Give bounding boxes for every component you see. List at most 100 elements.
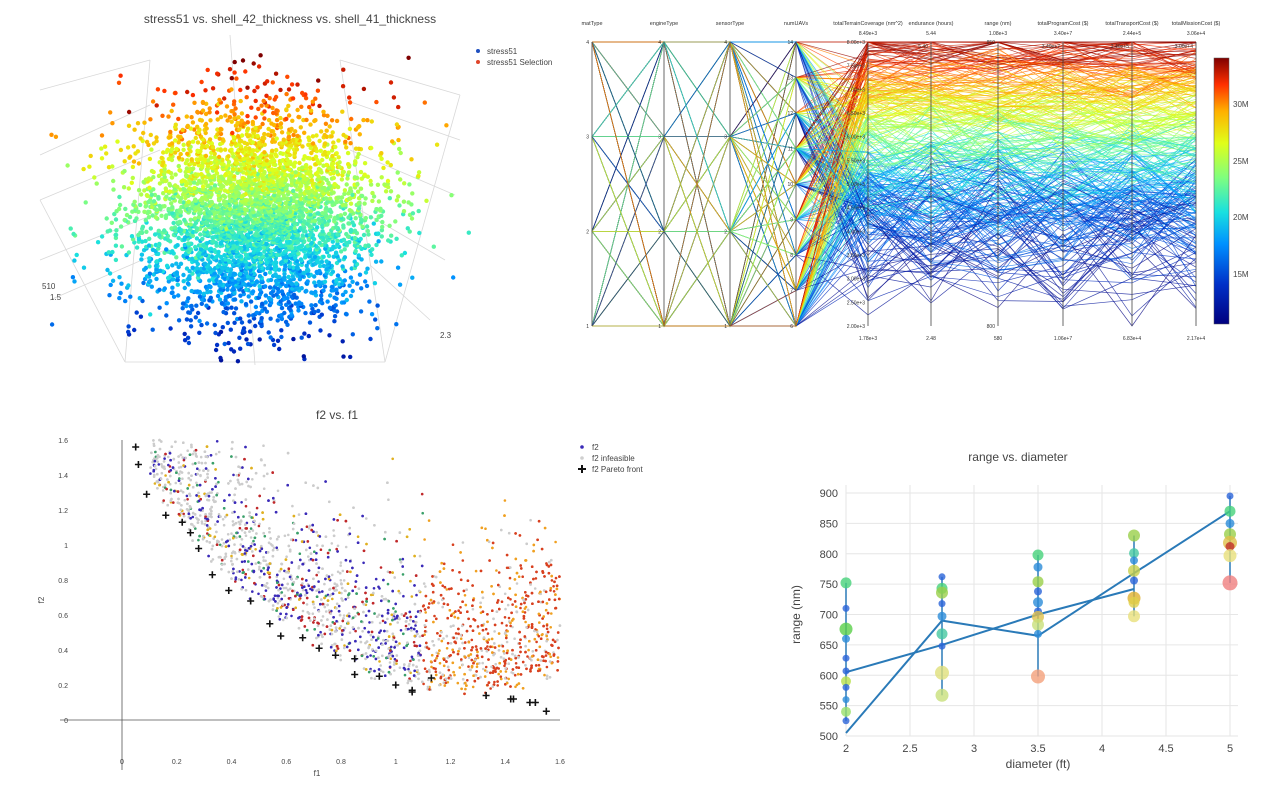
point-3d-3761 <box>333 145 337 149</box>
point-3d-3089 <box>111 179 115 183</box>
point-3d-1031 <box>170 249 174 253</box>
point-3d-4185 <box>274 72 278 76</box>
point-3d-38 <box>279 335 283 339</box>
point-3d-3564 <box>320 158 324 162</box>
point-3d-39 <box>307 334 311 338</box>
point-3d-275 <box>118 291 122 295</box>
point-3d-3577 <box>409 157 413 161</box>
pc-tick-4-5: 5.50e+3 <box>847 158 865 164</box>
point-3d-42 <box>351 332 355 336</box>
point-3d-36 <box>300 336 304 340</box>
point-3d-4181 <box>230 76 234 80</box>
point-3d-65 <box>189 324 193 328</box>
point-3d-178 <box>244 302 248 306</box>
point-3d-3917 <box>100 133 104 137</box>
point-3d-2864 <box>181 187 185 191</box>
point-3d-3947 <box>293 129 297 133</box>
point-3d-3537 <box>132 159 136 163</box>
point-3d-63 <box>221 325 225 329</box>
point-3d-3993 <box>328 124 332 128</box>
point-3d-1634 <box>203 227 207 231</box>
point-3d-338 <box>170 286 174 290</box>
point-3d-3923 <box>266 133 270 137</box>
point-3d-24 <box>226 341 230 345</box>
point-3d-853 <box>139 257 143 261</box>
point-3d-3041 <box>130 181 134 185</box>
pareto-ytick-7: 1.4 <box>58 473 68 480</box>
point-3d-3315 <box>359 170 363 174</box>
point-3d-3848 <box>317 139 321 143</box>
scatter3d-chart[interactable]: stress51 vs. shell_42_thickness vs. shel… <box>0 0 580 380</box>
point-3d-907 <box>321 255 325 259</box>
point-3d-4132 <box>254 99 258 103</box>
scatter3d-panel[interactable]: stress51 vs. shell_42_thickness vs. shel… <box>0 0 580 380</box>
point-3d-1433 <box>130 234 134 238</box>
point-3d-4137 <box>313 97 317 101</box>
point-3d-448 <box>363 279 367 283</box>
legend-item-stress51-selection[interactable]: stress51 Selection <box>487 58 552 67</box>
colorbar[interactable] <box>1214 58 1229 324</box>
point-3d-4076 <box>240 111 244 115</box>
point-3d-336 <box>183 286 187 290</box>
point-3d-412 <box>355 281 359 285</box>
point-3d-2706 <box>139 192 143 196</box>
pc-tick-3-1: 13 <box>787 76 793 82</box>
point-3d-1721 <box>141 225 145 229</box>
point-3d-4160 <box>203 88 207 92</box>
point-3d-1130 <box>135 245 139 249</box>
point-3d-474 <box>269 278 273 282</box>
point-3d-69 <box>213 323 217 327</box>
point-3d-2995 <box>407 182 411 186</box>
pareto-ylabel: f2 <box>37 596 46 603</box>
point-3d-58 <box>229 328 233 332</box>
point-3d-3763 <box>103 145 107 149</box>
point-3d-1482 <box>198 232 202 236</box>
point-3d-676 <box>185 266 189 270</box>
pc-tick-2-1: 3 <box>724 135 727 141</box>
point-3d-4085 <box>127 110 131 114</box>
point-3d-53 <box>248 329 252 333</box>
point-3d-2879 <box>127 186 131 190</box>
pc-tick-6-0: 850 <box>987 40 996 46</box>
legend-item-stress51[interactable]: stress51 <box>487 47 518 56</box>
point-3d-1780 <box>189 222 193 226</box>
point-3d-4088 <box>262 109 266 113</box>
point-3d-25 <box>187 341 191 345</box>
pc-tick-1-1: 3 <box>658 135 661 141</box>
point-3d-4140 <box>291 96 295 100</box>
point-3d-1534 <box>467 231 471 235</box>
point-3d-2547 <box>395 198 399 202</box>
point-3d-3972 <box>348 127 352 131</box>
point-3d-2817 <box>343 188 347 192</box>
point-3d-2516 <box>222 199 226 203</box>
pc-tick-1-0: 4 <box>658 40 661 46</box>
point-3d-3395 <box>185 166 189 170</box>
point-3d-3672 <box>335 151 339 155</box>
point-3d-87 <box>177 318 181 322</box>
pc-axis-top-7: 3.40e+7 <box>1054 31 1072 37</box>
point-3d-48 <box>197 331 201 335</box>
point-3d-4186 <box>215 72 219 76</box>
point-3d-3869 <box>208 137 212 141</box>
point-3d-866 <box>190 257 194 261</box>
colorbar-ticks: 30M 25M 20M 15M <box>1233 100 1249 279</box>
point-3d-462 <box>343 278 347 282</box>
point-3d-2897 <box>147 186 151 190</box>
scatter3d-legend[interactable]: stress51 stress51 Selection <box>476 47 552 67</box>
point-3d-1195 <box>175 243 179 247</box>
point-3d-4007 <box>174 123 178 127</box>
point-3d-257 <box>176 293 180 297</box>
point-3d-62 <box>375 326 379 330</box>
point-3d-26 <box>341 339 345 343</box>
point-3d-4020 <box>110 121 114 125</box>
point-3d-3515 <box>293 161 297 165</box>
parallel-coordinates-chart[interactable]: matType4321engineType4321sensorType4321n… <box>580 0 1261 380</box>
point-3d-3713 <box>251 148 255 152</box>
point-3d-2993 <box>345 182 349 186</box>
point-3d-572 <box>263 272 267 276</box>
point-3d-4087 <box>340 110 344 114</box>
point-3d-2513 <box>152 199 156 203</box>
